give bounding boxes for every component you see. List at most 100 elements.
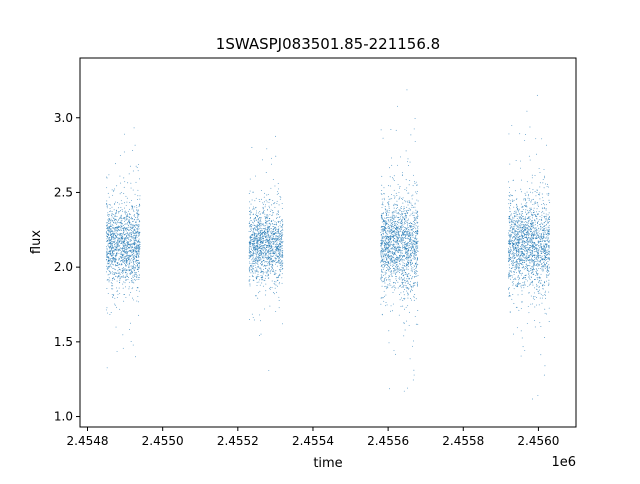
data-point — [256, 240, 258, 242]
data-point — [111, 260, 113, 262]
data-point — [389, 244, 391, 246]
data-point — [131, 205, 133, 206]
data-point — [397, 230, 399, 232]
data-point — [260, 333, 262, 335]
data-point — [548, 225, 550, 227]
data-point — [130, 236, 132, 238]
data-point — [384, 256, 386, 258]
data-point — [132, 281, 134, 283]
data-point — [399, 256, 401, 258]
data-point — [280, 242, 282, 244]
data-point — [407, 241, 409, 243]
data-point — [110, 248, 112, 250]
data-point — [258, 259, 260, 261]
data-point — [270, 249, 272, 251]
data-point — [401, 222, 403, 223]
data-point — [266, 236, 268, 237]
data-point — [279, 198, 281, 200]
data-point — [268, 264, 270, 266]
data-point — [403, 208, 405, 210]
data-point — [253, 255, 255, 257]
data-point — [543, 254, 545, 256]
data-point — [124, 247, 126, 249]
data-point — [110, 259, 111, 261]
data-point — [389, 246, 391, 248]
data-point — [392, 259, 393, 261]
data-point — [519, 239, 521, 241]
data-point — [116, 272, 118, 274]
data-point — [399, 210, 401, 212]
data-point — [129, 213, 131, 215]
data-point — [521, 337, 523, 339]
data-point — [416, 284, 418, 286]
data-point — [269, 217, 271, 219]
data-point — [121, 203, 123, 204]
data-point — [268, 251, 270, 253]
data-point — [402, 259, 404, 261]
data-point — [121, 269, 123, 271]
data-point — [273, 260, 275, 262]
data-point — [257, 242, 259, 244]
data-point — [134, 242, 136, 244]
data-point — [121, 257, 123, 259]
data-point — [279, 233, 281, 235]
data-point — [408, 233, 410, 235]
data-point — [266, 251, 268, 253]
data-point — [271, 249, 273, 251]
data-point — [131, 261, 133, 263]
data-point — [137, 244, 139, 246]
data-point — [381, 234, 382, 236]
data-point — [400, 216, 401, 218]
data-point — [520, 188, 522, 190]
data-point — [387, 227, 389, 229]
data-point — [403, 244, 405, 246]
data-point — [254, 270, 256, 272]
data-point — [257, 246, 259, 248]
data-point — [127, 279, 129, 280]
data-point — [269, 235, 271, 237]
data-point — [534, 254, 536, 256]
data-point — [387, 252, 389, 254]
data-point — [133, 274, 135, 276]
data-point — [130, 216, 132, 218]
data-point — [259, 263, 261, 265]
data-point — [261, 240, 263, 242]
data-point — [390, 226, 392, 228]
data-point — [114, 243, 116, 244]
data-point — [118, 272, 120, 274]
data-point — [135, 356, 136, 358]
data-point — [385, 215, 387, 217]
data-point — [276, 265, 278, 267]
data-point — [253, 248, 255, 250]
data-point — [107, 256, 109, 258]
data-point — [415, 298, 417, 300]
data-point — [386, 262, 388, 264]
data-point — [279, 239, 281, 241]
data-point — [395, 276, 397, 278]
data-point — [131, 243, 133, 245]
data-point — [277, 258, 279, 260]
data-point — [392, 245, 394, 246]
data-point — [390, 216, 392, 218]
data-point — [381, 256, 383, 258]
data-point — [385, 272, 387, 274]
data-point — [547, 221, 549, 223]
data-point — [109, 263, 111, 265]
data-point — [119, 275, 120, 277]
data-point — [383, 274, 384, 276]
data-point — [267, 246, 269, 248]
data-point — [252, 252, 254, 254]
data-point — [123, 243, 125, 245]
data-point — [392, 262, 394, 264]
data-point — [382, 256, 384, 258]
data-point — [257, 230, 259, 232]
data-point — [264, 225, 266, 227]
data-point — [390, 224, 392, 226]
data-point — [120, 235, 122, 237]
data-point — [249, 213, 251, 215]
data-point — [416, 257, 418, 259]
data-point — [267, 241, 269, 243]
data-point — [120, 263, 122, 265]
data-point — [387, 287, 389, 289]
data-point — [401, 282, 403, 284]
